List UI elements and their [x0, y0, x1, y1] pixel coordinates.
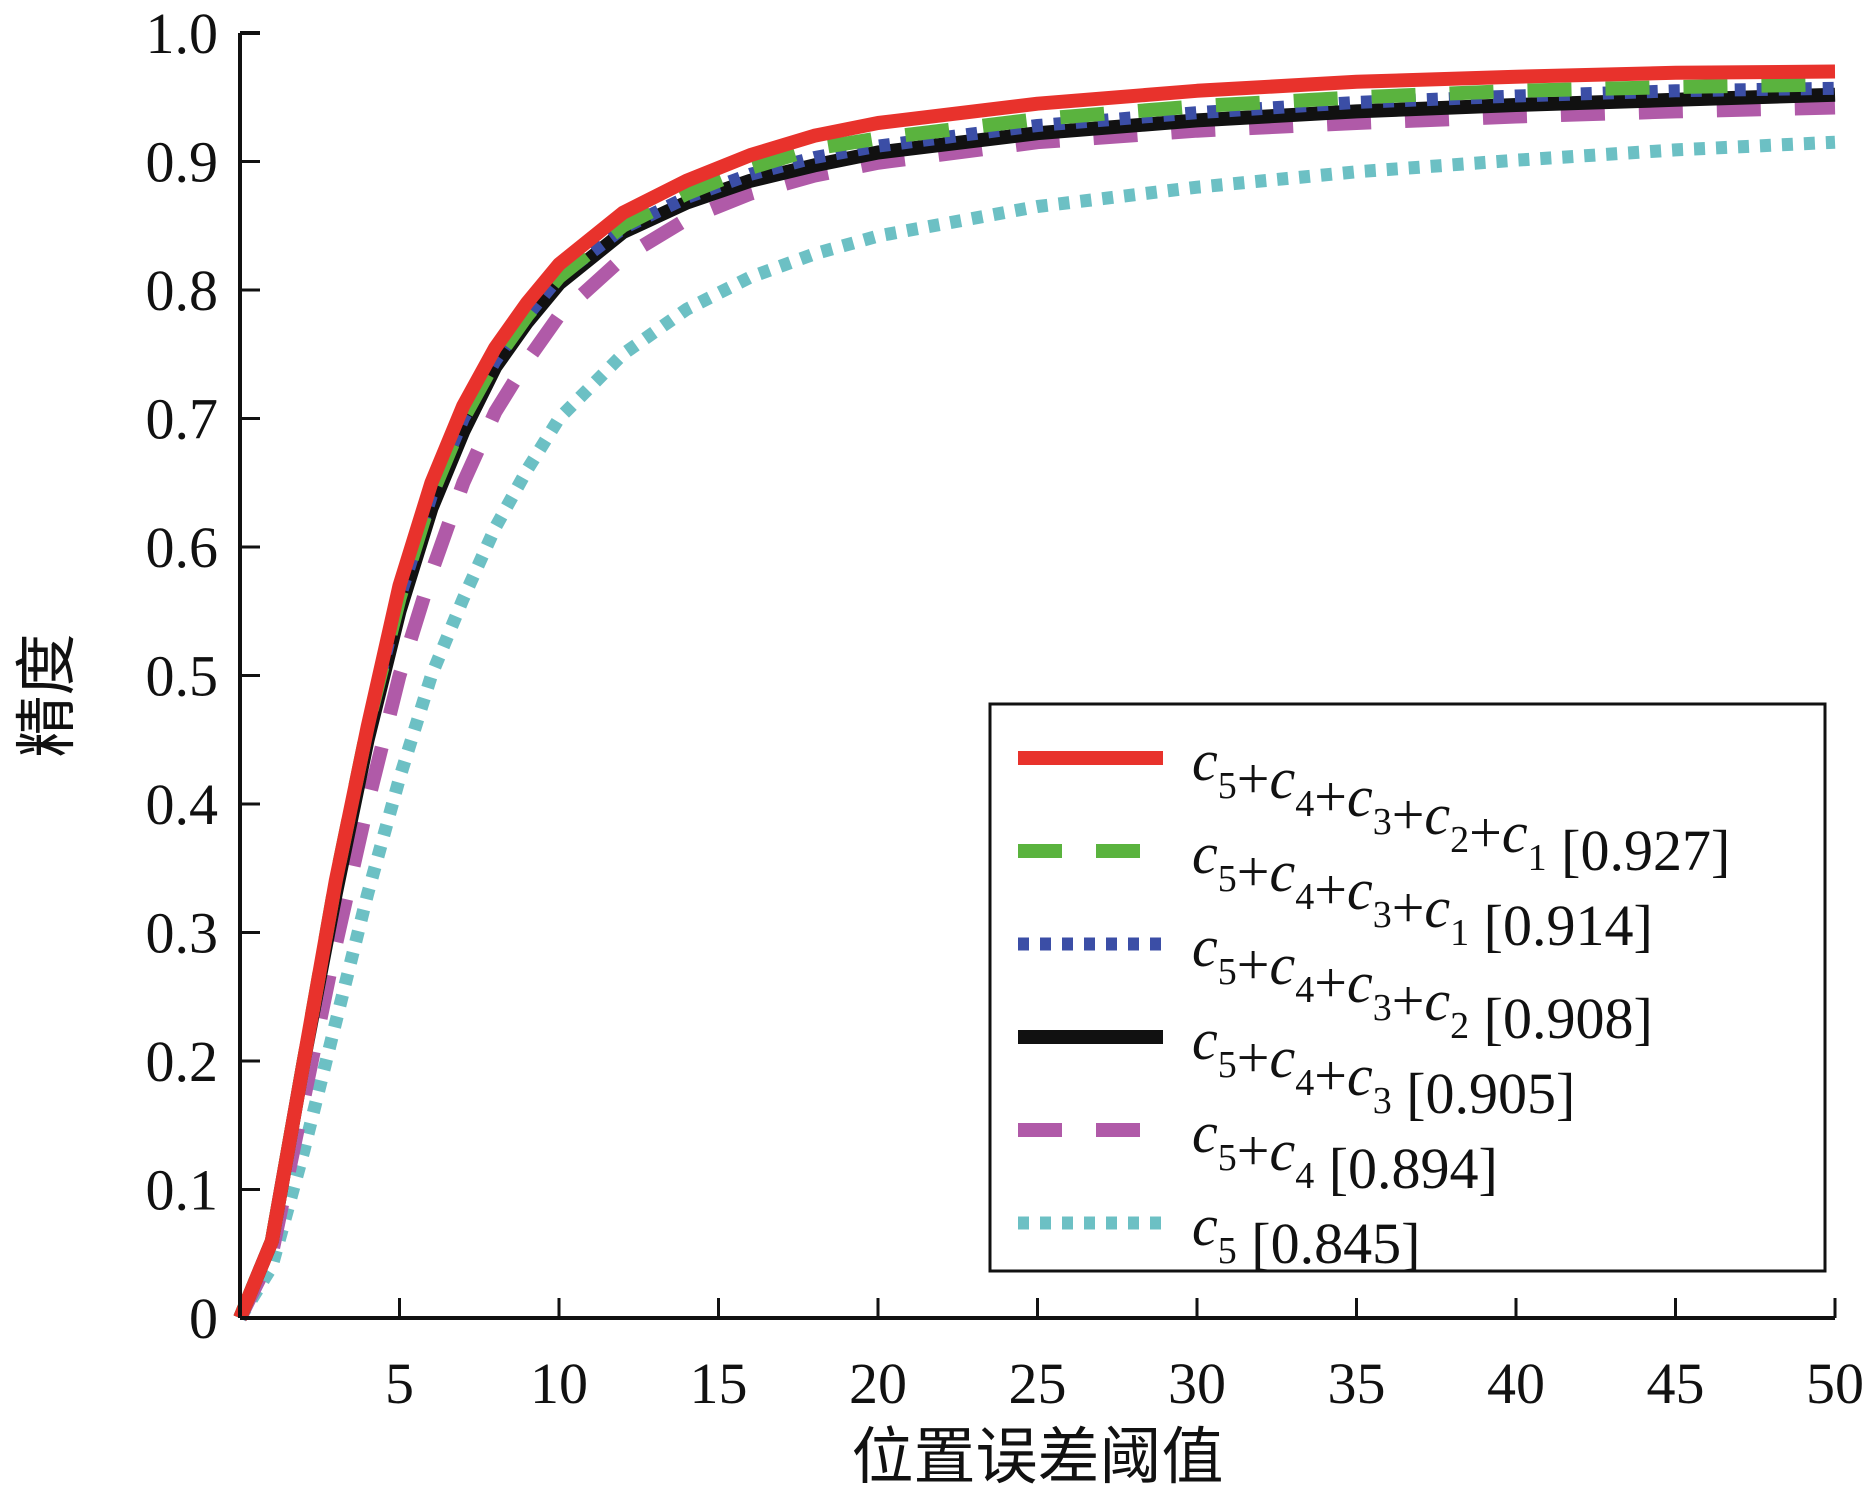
legend-label: c5+c4+c3+c2+c1 [0.927] [1192, 728, 1730, 883]
y-tick-label: 1.0 [146, 1, 219, 66]
y-tick-label: 0 [189, 1286, 218, 1351]
y-tick-label: 0.9 [146, 130, 219, 195]
x-axis-title: 位置误差阈值 [851, 1420, 1223, 1493]
x-ticks: 5 10 15 20 25 30 35 40 45 50 [385, 1298, 1864, 1416]
x-tick-label: 30 [1168, 1351, 1226, 1416]
x-tick-label: 5 [385, 1351, 414, 1416]
legend-label: c5+c4 [0.894] [1192, 1100, 1498, 1201]
x-tick-label: 45 [1647, 1351, 1705, 1416]
x-tick-label: 40 [1487, 1351, 1545, 1416]
x-tick-label: 15 [690, 1351, 748, 1416]
series-line [233, 100, 1836, 1322]
y-tick-label: 0.7 [146, 387, 219, 452]
series-line [234, 135, 1836, 1322]
x-tick-label: 10 [530, 1351, 588, 1416]
y-tick-label: 0.6 [146, 515, 219, 580]
y-tick-label: 0.3 [146, 901, 219, 966]
legend-label: c5 [0.845] [1192, 1193, 1420, 1276]
x-tick-label: 35 [1328, 1351, 1386, 1416]
series-line [233, 64, 1836, 1321]
legend-label: c5+c4+c3 [0.905] [1192, 1007, 1575, 1126]
x-tick-label: 20 [849, 1351, 907, 1416]
y-ticks: 0 0.1 0.2 0.3 0.4 0.5 0.6 0.7 0.8 0.9 1.0 [146, 1, 260, 1351]
y-tick-label: 0.1 [146, 1158, 219, 1223]
series-line [233, 81, 1836, 1321]
x-tick-label: 25 [1009, 1351, 1067, 1416]
legend-box [988, 702, 1827, 1273]
y-axis-title: 精度 [10, 633, 83, 757]
legend-label: c5+c4+c3+c1 [0.914] [1192, 821, 1653, 958]
legend-label: c5+c4+c3+c2 [0.908] [1192, 914, 1653, 1051]
y-tick-label: 0.2 [146, 1029, 219, 1094]
x-tick-label: 50 [1806, 1351, 1864, 1416]
y-tick-label: 0.8 [146, 258, 219, 323]
y-tick-label: 0.4 [146, 772, 219, 837]
series-layer [233, 64, 1836, 1322]
legend: c5+c4+c3+c2+c1 [0.927]c5+c4+c3+c1 [0.914… [988, 702, 1827, 1276]
y-tick-label: 0.5 [146, 644, 219, 709]
